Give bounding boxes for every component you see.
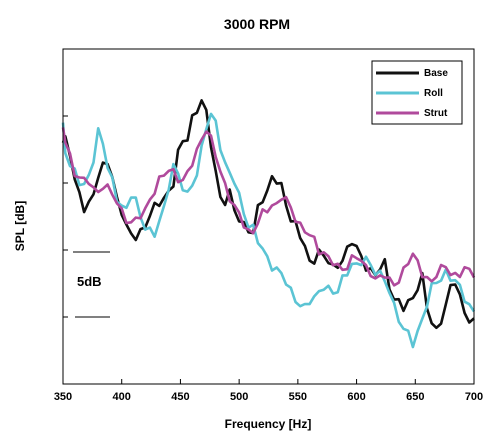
x-tick-label: 650: [406, 391, 424, 403]
x-tick-label: 450: [171, 391, 189, 403]
series-lines: [61, 99, 476, 349]
legend: Base Roll Strut: [371, 60, 463, 125]
legend-label-roll: Roll: [424, 88, 443, 99]
x-axis-label: Frequency [Hz]: [225, 417, 312, 431]
series-line-roll: [61, 112, 476, 349]
x-tick-label: 700: [465, 391, 483, 403]
x-tick-label: 550: [289, 391, 307, 403]
x-tick-label: 500: [230, 391, 248, 403]
x-tick-labels: 350 400 450 500 550 600 650 700: [54, 379, 483, 403]
legend-label-strut: Strut: [424, 108, 448, 119]
series-line-base: [61, 99, 475, 330]
scale-annotation: 5dB: [77, 274, 102, 289]
x-tick-label: 600: [347, 391, 365, 403]
x-tick-label: 350: [54, 391, 72, 403]
series-line-strut: [61, 127, 476, 287]
plot-frame: [62, 48, 475, 385]
chart-title: 3000 RPM: [224, 16, 290, 32]
x-tick-label: 400: [113, 391, 131, 403]
y-axis-label: SPL [dB]: [13, 201, 27, 251]
scale-bar: 5dB: [73, 251, 110, 318]
legend-label-base: Base: [424, 68, 448, 79]
y-ticks: [63, 48, 68, 385]
